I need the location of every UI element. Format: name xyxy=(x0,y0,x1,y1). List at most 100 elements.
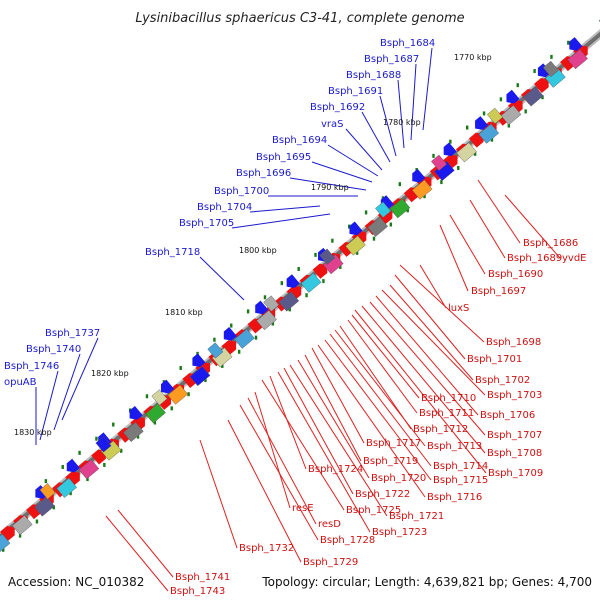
gene-label[interactable]: Bsph_1718 xyxy=(145,247,200,258)
gene-label[interactable]: Bsph_1741 xyxy=(175,572,230,583)
gene-arrow xyxy=(534,78,549,94)
gene-label[interactable]: Bsph_1688 xyxy=(346,70,401,81)
feature-box xyxy=(56,477,77,498)
gene-label[interactable]: Bsph_1737 xyxy=(45,328,100,339)
gene-arrow xyxy=(65,471,80,487)
gene-label[interactable]: Bsph_1708 xyxy=(487,448,542,459)
gene-label[interactable]: Bsph_1711 xyxy=(419,408,474,419)
feature-box xyxy=(456,142,477,163)
tick-mark xyxy=(288,307,291,312)
leader-line xyxy=(375,295,479,416)
feature-box-shape xyxy=(95,436,112,453)
tick-mark xyxy=(372,236,376,241)
feature-box xyxy=(345,235,366,256)
gene-label[interactable]: yvdE xyxy=(562,253,587,264)
gene-label[interactable]: Bsph_1717 xyxy=(366,438,421,449)
leader-line xyxy=(311,161,373,183)
gene-label[interactable]: Bsph_1698 xyxy=(486,337,541,348)
gene-label[interactable]: Bsph_1689 xyxy=(507,253,562,264)
gene-label[interactable]: Bsph_1728 xyxy=(320,535,375,546)
gene-label[interactable]: Bsph_1695 xyxy=(256,152,311,163)
tick-mark xyxy=(331,238,334,243)
gene-label[interactable]: Bsph_1686 xyxy=(523,238,578,249)
feature-box xyxy=(367,216,388,237)
leader-line xyxy=(199,439,238,549)
gene-label[interactable]: Bsph_1692 xyxy=(310,102,365,113)
feature-box xyxy=(12,515,33,536)
leader-line xyxy=(381,289,486,396)
tick-mark xyxy=(507,123,511,128)
leader-line xyxy=(304,354,362,462)
gene-label[interactable]: Bsph_1740 xyxy=(26,344,81,355)
gene-label[interactable]: resE xyxy=(292,503,314,514)
gene-label[interactable]: Bsph_1724 xyxy=(308,464,363,475)
gene-arrow-shape xyxy=(312,263,328,279)
tick-mark xyxy=(95,436,98,441)
gene-arrow-shape xyxy=(508,99,523,115)
gene-label[interactable]: Bsph_1705 xyxy=(179,218,234,229)
gene-label[interactable]: Bsph_1743 xyxy=(170,586,225,597)
gene-label[interactable]: Bsph_1725 xyxy=(346,505,401,516)
gene-arrow xyxy=(312,263,328,279)
gene-label[interactable]: vraS xyxy=(321,119,344,130)
gene-label[interactable]: Bsph_1701 xyxy=(467,354,522,365)
gene-label[interactable]: Bsph_1706 xyxy=(480,410,535,421)
tick-mark xyxy=(449,139,452,144)
gene-arrow-shape xyxy=(286,274,300,288)
gene-arrow xyxy=(286,285,302,301)
leader-line xyxy=(361,305,486,454)
gene-label[interactable]: Bsph_1722 xyxy=(355,489,410,500)
gene-label[interactable]: Bsph_1732 xyxy=(239,543,294,554)
gene-label[interactable]: Bsph_1690 xyxy=(488,269,543,280)
feature-box-shape xyxy=(300,272,322,293)
leader-line xyxy=(289,177,367,191)
gene-arrow-shape xyxy=(506,89,520,104)
feature-box xyxy=(167,384,189,405)
gene-label[interactable]: Bsph_1729 xyxy=(303,557,358,568)
tick-mark xyxy=(440,180,443,185)
gene-label[interactable]: Bsph_1746 xyxy=(4,361,59,372)
gene-label[interactable]: Bsph_1702 xyxy=(475,375,530,386)
tick-mark xyxy=(314,252,317,257)
gene-label[interactable]: Bsph_1715 xyxy=(433,475,488,486)
gene-label[interactable]: Bsph_1709 xyxy=(488,468,543,479)
gene-label[interactable]: Bsph_1684 xyxy=(380,38,435,49)
gene-label[interactable]: Bsph_1719 xyxy=(363,456,418,467)
leader-line xyxy=(269,375,307,470)
gene-label[interactable]: Bsph_1721 xyxy=(389,511,444,522)
feature-box-shape xyxy=(522,86,544,107)
gene-label[interactable]: opuAB xyxy=(4,377,37,388)
feature-box xyxy=(207,342,224,359)
feature-box xyxy=(542,60,559,78)
gene-label[interactable]: Bsph_1694 xyxy=(272,135,327,146)
leader-line xyxy=(379,95,397,157)
tick-mark xyxy=(213,337,216,342)
gene-label[interactable]: Bsph_1707 xyxy=(487,430,542,441)
gene-label[interactable]: Bsph_1704 xyxy=(197,202,252,213)
gene-label[interactable]: Bsph_1710 xyxy=(421,393,476,404)
leader-line xyxy=(354,309,487,474)
scale-ticks xyxy=(2,40,570,552)
gene-label[interactable]: luxS xyxy=(448,303,469,314)
feature-box-shape xyxy=(278,291,300,312)
gene-label[interactable]: resD xyxy=(318,519,341,530)
gene-label[interactable]: Bsph_1691 xyxy=(328,86,383,97)
feature-box xyxy=(522,86,544,107)
tick-mark xyxy=(541,95,544,100)
gene-label[interactable]: Bsph_1712 xyxy=(413,424,468,435)
gene-label[interactable]: Bsph_1703 xyxy=(487,390,542,401)
gene-label[interactable]: Bsph_1713 xyxy=(427,441,482,452)
gene-label[interactable]: Bsph_1716 xyxy=(427,492,482,503)
gene-label[interactable]: Bsph_1696 xyxy=(236,168,291,179)
gene-label[interactable]: Bsph_1720 xyxy=(371,473,426,484)
tick-mark xyxy=(136,434,140,439)
gene-label[interactable]: Bsph_1714 xyxy=(433,461,488,472)
gene-label[interactable]: Bsph_1723 xyxy=(372,527,427,538)
tick-mark xyxy=(246,309,250,314)
feature-box-shape xyxy=(151,389,168,406)
gene-label[interactable]: Bsph_1697 xyxy=(471,286,526,297)
tick-mark xyxy=(389,222,393,227)
gene-label[interactable]: Bsph_1687 xyxy=(364,54,419,65)
feature-box-shape xyxy=(456,142,477,163)
gene-label[interactable]: Bsph_1700 xyxy=(214,186,269,197)
